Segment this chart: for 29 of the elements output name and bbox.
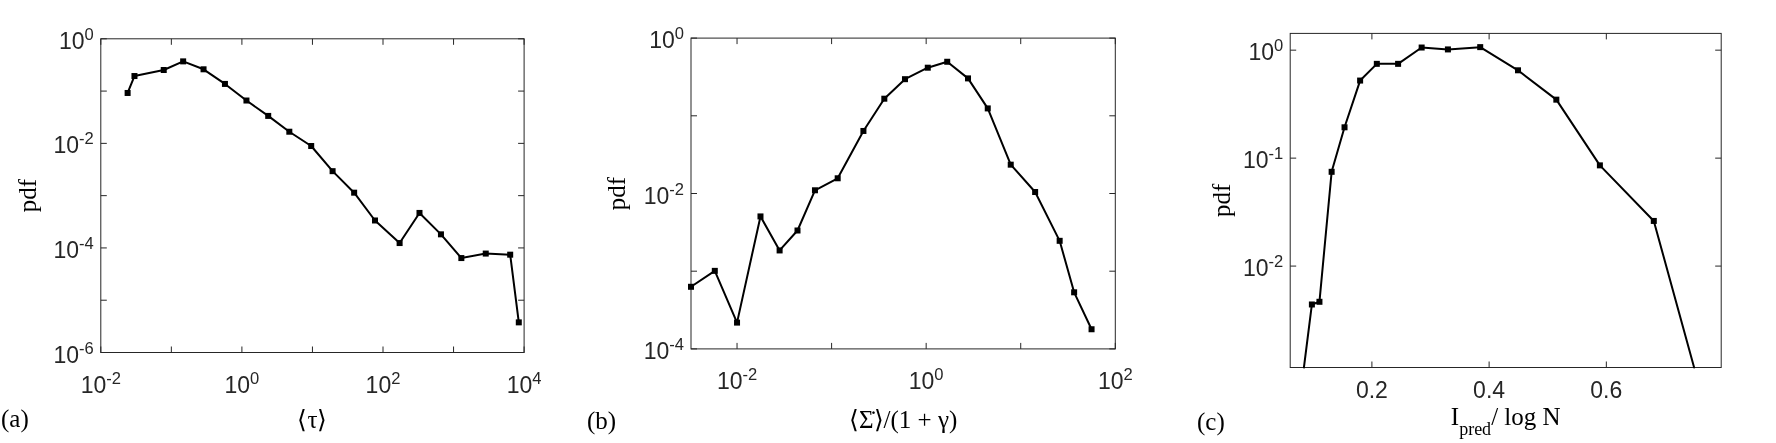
x-axis-title: I$_{pred}$/ log N — [1450, 403, 1561, 439]
y-axis-title: pdf — [602, 176, 630, 211]
x-tick-label: 10$^{2}$ — [365, 368, 401, 398]
x-tick-label: 10$^{-2}$ — [80, 368, 121, 398]
x-tick-label: 10$^{0}$ — [224, 368, 260, 398]
x-axis-title: ⟨τ⟩ — [297, 406, 328, 433]
y-tick-label: 10$^{-4}$ — [53, 233, 94, 263]
y-tick-label: 10$^{-1}$ — [1242, 143, 1284, 174]
text: (a) — [1, 405, 29, 433]
x-axis-title: ⟨Σ̇⟩/(1 + γ) — [849, 406, 958, 434]
x-tick-label: 0.2 — [1355, 376, 1388, 403]
x-tick-label: 10$^{-2}$ — [716, 364, 758, 394]
x-tick-label: 10$^{4}$ — [506, 368, 542, 398]
y-tick-label: 10$^{0}$ — [649, 23, 684, 54]
y-tick-label: 10$^{-2}$ — [643, 179, 684, 209]
y-axis-title: pdf — [13, 178, 41, 213]
text: (b) — [587, 407, 617, 435]
y-tick-label: 10$^{-6}$ — [53, 338, 94, 368]
y-tick-label: 10$^{-2}$ — [53, 128, 94, 159]
x-tick-label: 10$^{0}$ — [908, 364, 944, 394]
y-tick-label: 10$^{0}$ — [1248, 35, 1284, 66]
x-tick-label: 0.6 — [1590, 376, 1623, 403]
y-tick-label: 10$^{-4}$ — [643, 334, 684, 364]
text: (c) — [1197, 408, 1225, 436]
y-tick-label: 10$^{0}$ — [59, 24, 94, 54]
y-tick-label: 10$^{-2}$ — [1242, 251, 1284, 282]
x-tick-label: 0.4 — [1473, 376, 1506, 403]
y-axis-title: pdf — [1207, 183, 1235, 218]
x-tick-label: 10$^{2}$ — [1097, 364, 1133, 394]
